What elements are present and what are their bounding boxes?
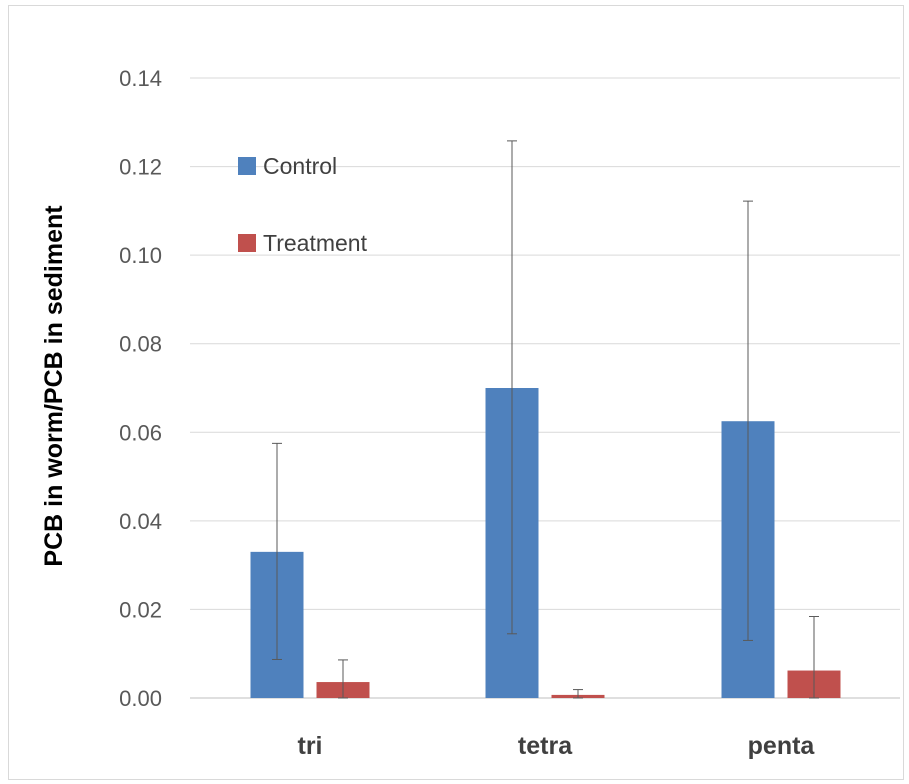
y-tick-label: 0.12 <box>119 155 162 180</box>
x-category-label: penta <box>748 732 816 760</box>
gridlines <box>190 77 900 699</box>
legend-swatch-treatment <box>238 234 256 252</box>
y-axis-title: PCB in worm/PCB in sediment <box>40 205 68 567</box>
y-tick-label: 0.00 <box>119 686 162 711</box>
y-tick-label: 0.02 <box>119 597 162 622</box>
y-tick-label: 0.06 <box>119 420 162 445</box>
bars <box>250 388 841 698</box>
error-bars <box>272 140 819 699</box>
y-tick-label: 0.14 <box>119 66 162 91</box>
y-tick-label: 0.08 <box>119 332 162 357</box>
y-tick-label: 0.10 <box>119 243 162 268</box>
x-category-label: tetra <box>518 732 573 760</box>
legend: Control Treatment <box>238 153 368 256</box>
y-axis-ticks: 0.00 0.02 0.04 0.06 0.08 0.10 0.12 0.14 <box>119 66 162 711</box>
y-tick-label: 0.04 <box>119 509 162 534</box>
legend-swatch-control <box>238 157 256 175</box>
x-category-label: tri <box>298 732 323 760</box>
x-axis-categories: tri tetra penta <box>298 732 816 760</box>
legend-label-treatment: Treatment <box>263 230 368 256</box>
legend-label-control: Control <box>263 153 337 179</box>
